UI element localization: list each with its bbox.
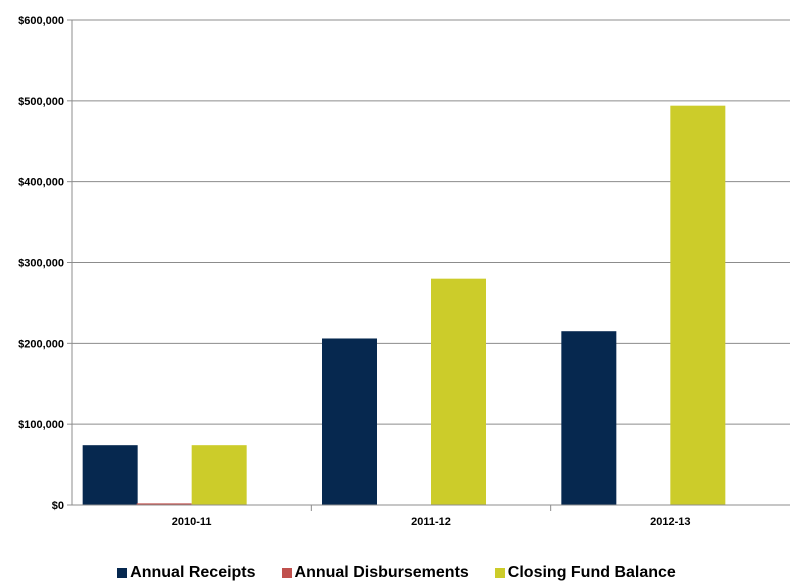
x-tick-label: 2012-13: [650, 516, 690, 528]
y-axis-ticks: $0 $100,000 $200,000 $300,000 $400,000 $500,0…: [18, 15, 72, 512]
bar-annual-receipts-2012-13: [561, 331, 617, 505]
legend-label-closing-fund-balance: Closing Fund Balance: [507, 564, 676, 581]
legend-label-annual-disbursements: Annual Disbursements: [294, 564, 469, 581]
legend-item-annual-receipts: Annual Receipts: [117, 564, 256, 582]
legend: Annual Receipts Annual Disbursements Clo…: [0, 562, 793, 584]
legend-item-annual-disbursements: Annual Disbursements: [281, 564, 469, 582]
x-tick-label: 2011-12: [411, 516, 451, 528]
legend-label-annual-receipts: Annual Receipts: [130, 564, 256, 581]
y-tick-label: $400,000: [18, 177, 64, 189]
y-tick-label: $300,000: [18, 258, 64, 270]
axes: [71, 20, 790, 506]
y-tick-label: $200,000: [18, 338, 64, 350]
legend-swatch-annual-disbursements: [281, 568, 292, 578]
bar-annual-receipts-2011-12: [322, 338, 377, 505]
bar-closing-fund-balance-2012-13: [670, 105, 726, 505]
legend-swatch-annual-receipts: [117, 568, 128, 578]
bar-annual-receipts-2010-11: [82, 445, 138, 505]
y-tick-label: $100,000: [18, 419, 64, 431]
bar-closing-fund-balance-2010-11: [191, 445, 247, 505]
legend-swatch-closing-fund-balance: [494, 568, 505, 578]
bars: [82, 105, 726, 505]
legend-item-closing-fund-balance: Closing Fund Balance: [494, 564, 676, 582]
y-tick-label: $600,000: [18, 15, 64, 27]
bar-annual-disbursements-2010-11: [136, 503, 192, 505]
x-axis-ticks: 2010-11 2011-12 2012-13: [172, 505, 691, 528]
x-tick-label: 2010-11: [172, 516, 212, 528]
y-tick-label: $500,000: [18, 96, 64, 108]
y-tick-label: $0: [52, 500, 64, 512]
bar-closing-fund-balance-2011-12: [431, 278, 486, 505]
